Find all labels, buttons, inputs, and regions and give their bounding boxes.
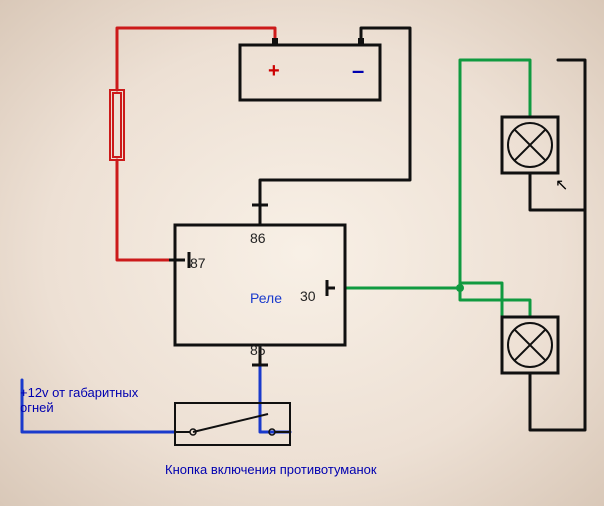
- pin-85-label: 85: [250, 342, 266, 358]
- pin-30-label: 30: [300, 288, 316, 304]
- pin-87-label: 87: [190, 255, 206, 271]
- battery-minus-label: –: [352, 58, 364, 84]
- source-label: +12v от габаритных огней: [20, 385, 138, 415]
- relay-label: Реле: [250, 290, 282, 306]
- schematic-canvas: [0, 0, 604, 506]
- pin-86-label: 86: [250, 230, 266, 246]
- battery-plus-label: +: [268, 60, 280, 83]
- switch-label: Кнопка включения противотуманок: [165, 462, 377, 477]
